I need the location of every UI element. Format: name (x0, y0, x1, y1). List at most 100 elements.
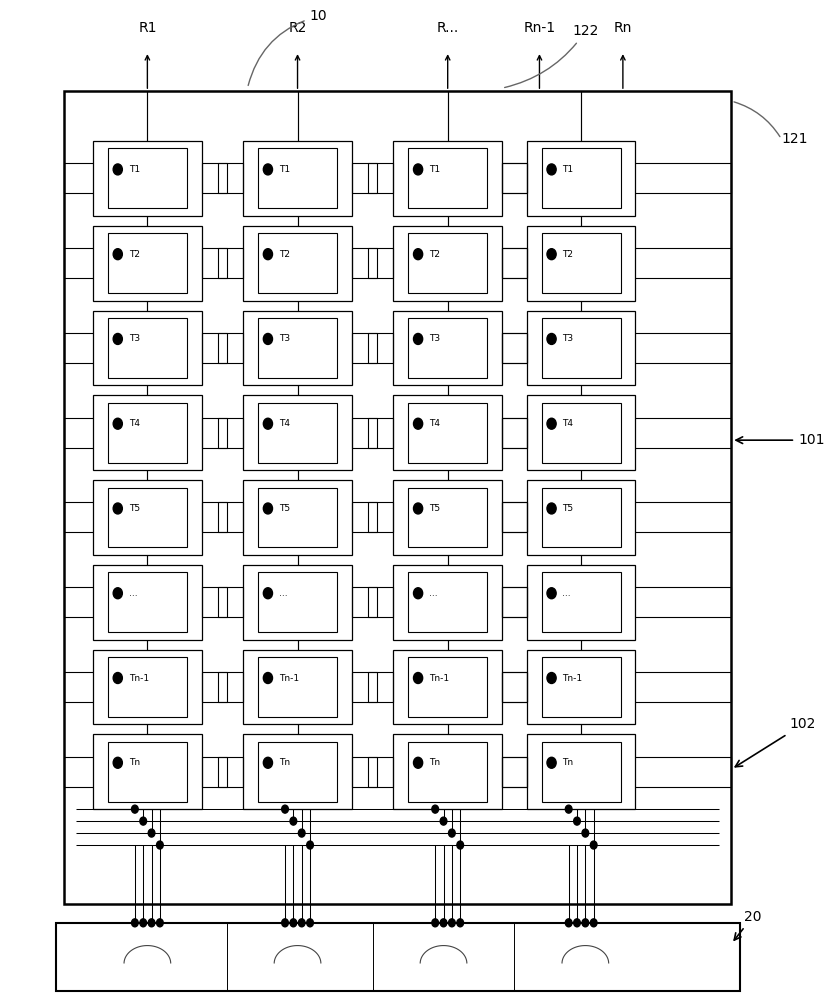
Circle shape (589, 841, 596, 849)
Circle shape (156, 841, 163, 849)
Circle shape (298, 919, 304, 927)
Bar (502, 587, 527, 617)
Circle shape (140, 919, 146, 927)
Text: T1: T1 (278, 165, 289, 174)
Bar (218, 248, 243, 278)
Bar (257, 572, 337, 632)
Text: Tn: Tn (428, 758, 440, 767)
Bar (351, 163, 376, 193)
Circle shape (581, 919, 588, 927)
Bar (243, 734, 351, 809)
Text: Tn-1: Tn-1 (428, 674, 449, 683)
Circle shape (573, 919, 579, 927)
Circle shape (546, 333, 555, 344)
Circle shape (290, 919, 296, 927)
Text: ...: ... (129, 589, 137, 598)
Bar (393, 565, 502, 640)
Circle shape (456, 919, 463, 927)
Bar (502, 672, 527, 702)
Bar (201, 418, 227, 448)
Bar (201, 248, 227, 278)
Text: 10: 10 (247, 9, 327, 85)
Bar (541, 488, 620, 547)
Text: T5: T5 (562, 504, 573, 513)
Circle shape (413, 757, 422, 768)
Text: T3: T3 (428, 334, 440, 343)
Text: Tn-1: Tn-1 (562, 674, 582, 683)
Bar (108, 742, 186, 802)
Circle shape (263, 757, 273, 768)
Bar (351, 502, 376, 532)
Bar (541, 148, 620, 208)
Bar (408, 657, 487, 717)
Circle shape (113, 673, 122, 683)
Bar (393, 650, 502, 724)
Circle shape (156, 919, 163, 927)
Bar (393, 395, 502, 470)
Text: T2: T2 (562, 250, 573, 259)
Bar (502, 757, 527, 787)
Bar (368, 502, 393, 532)
Bar (541, 233, 620, 293)
Bar (527, 226, 635, 301)
Circle shape (113, 249, 122, 260)
Bar (201, 502, 227, 532)
Text: Tn-1: Tn-1 (278, 674, 298, 683)
Bar (393, 480, 502, 555)
Circle shape (263, 673, 273, 683)
Bar (351, 672, 376, 702)
Bar (408, 742, 487, 802)
Text: 20: 20 (733, 910, 761, 940)
Circle shape (263, 164, 273, 175)
Text: ...: ... (278, 589, 287, 598)
Bar (257, 488, 337, 547)
Bar (527, 395, 635, 470)
Text: Tn: Tn (278, 758, 289, 767)
Bar (257, 318, 337, 378)
Bar (393, 141, 502, 216)
Circle shape (263, 503, 273, 514)
Bar (108, 318, 186, 378)
Bar (243, 480, 351, 555)
Bar (218, 418, 243, 448)
Bar (243, 395, 351, 470)
Circle shape (131, 919, 138, 927)
Bar (368, 248, 393, 278)
Bar (368, 757, 393, 787)
Bar (368, 587, 393, 617)
Text: R2: R2 (288, 21, 306, 35)
Bar (527, 480, 635, 555)
Bar (502, 333, 527, 363)
Text: T5: T5 (129, 504, 140, 513)
Text: T1: T1 (129, 165, 140, 174)
Circle shape (113, 333, 122, 344)
Bar (541, 572, 620, 632)
Bar (527, 311, 635, 385)
Text: Tn: Tn (129, 758, 140, 767)
Bar (218, 502, 243, 532)
Circle shape (413, 164, 422, 175)
Text: 122: 122 (504, 24, 598, 88)
Circle shape (440, 817, 446, 825)
Bar (541, 403, 620, 463)
Circle shape (448, 829, 455, 837)
Bar (408, 488, 487, 547)
Circle shape (113, 757, 122, 768)
Bar (201, 672, 227, 702)
Circle shape (298, 829, 304, 837)
Bar (243, 311, 351, 385)
Circle shape (263, 418, 273, 429)
Circle shape (546, 503, 555, 514)
Circle shape (113, 164, 122, 175)
Text: T3: T3 (129, 334, 140, 343)
Circle shape (589, 919, 596, 927)
Text: ...: ... (428, 589, 437, 598)
Bar (93, 311, 201, 385)
Circle shape (290, 817, 296, 825)
Text: Tn: Tn (562, 758, 573, 767)
Circle shape (413, 503, 422, 514)
Bar (243, 650, 351, 724)
Bar (257, 233, 337, 293)
Bar (218, 672, 243, 702)
Circle shape (263, 249, 273, 260)
